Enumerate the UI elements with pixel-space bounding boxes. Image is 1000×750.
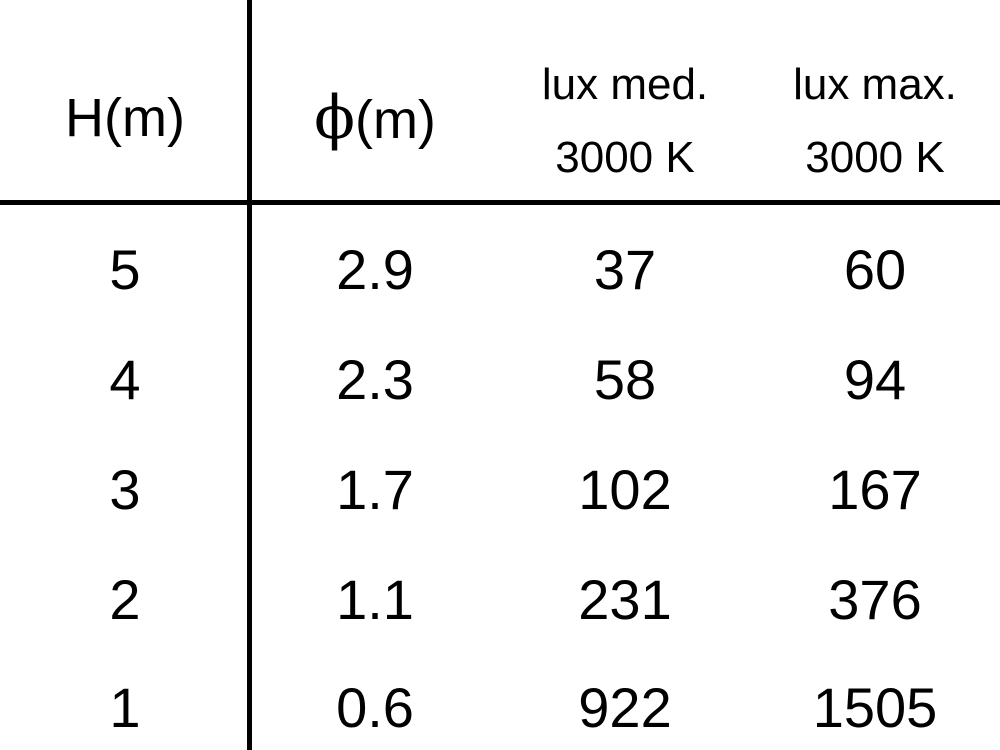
cell-lux-med: 58 bbox=[593, 348, 657, 411]
cell-diameter: 2.9 bbox=[336, 238, 414, 301]
cell-lux-max: 376 bbox=[828, 568, 922, 631]
header-diameter: ϕ(m) bbox=[250, 88, 500, 148]
header-diameter-unit: (m) bbox=[354, 90, 436, 150]
cell-height: 3 bbox=[109, 458, 141, 521]
cell-diameter: 2.3 bbox=[336, 348, 414, 411]
header-lux-med-line1: lux med. bbox=[541, 60, 709, 109]
cell-diameter: 1.7 bbox=[336, 458, 414, 521]
header-height: H(m) bbox=[0, 91, 250, 145]
header-lux-max-line2: 3000 K bbox=[805, 133, 945, 182]
cell-lux-max: 94 bbox=[843, 348, 907, 411]
cell-lux-med: 922 bbox=[578, 676, 672, 739]
header-divider bbox=[0, 200, 1000, 205]
cell-height: 4 bbox=[109, 348, 141, 411]
cell-height: 1 bbox=[109, 676, 141, 739]
header-lux-max-line1: lux max. bbox=[793, 60, 957, 109]
cell-lux-max: 167 bbox=[828, 458, 922, 521]
phi-symbol: ϕ bbox=[314, 83, 355, 153]
cell-diameter: 1.1 bbox=[336, 568, 414, 631]
cell-diameter: 0.6 bbox=[336, 676, 414, 739]
header-height-label: H(m) bbox=[65, 88, 185, 148]
cell-lux-med: 102 bbox=[578, 458, 672, 521]
cell-height: 2 bbox=[109, 568, 141, 631]
header-lux-med-line2: 3000 K bbox=[555, 133, 695, 182]
cell-lux-max: 1505 bbox=[812, 676, 938, 739]
column-divider bbox=[247, 0, 252, 750]
cell-lux-med: 231 bbox=[578, 568, 672, 631]
cell-lux-max: 60 bbox=[843, 238, 907, 301]
cell-lux-med: 37 bbox=[593, 238, 657, 301]
cell-height: 5 bbox=[109, 238, 141, 301]
